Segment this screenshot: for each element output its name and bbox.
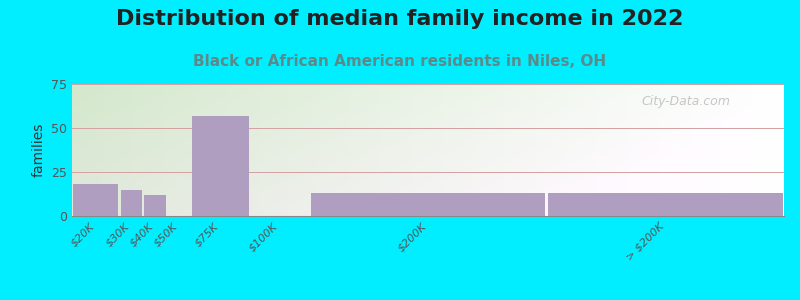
Bar: [310, 193, 546, 216]
Bar: [192, 116, 249, 216]
Bar: [121, 190, 142, 216]
Y-axis label: families: families: [31, 123, 46, 177]
Text: City-Data.com: City-Data.com: [642, 94, 730, 108]
Bar: [73, 184, 118, 216]
Bar: [144, 195, 166, 216]
Text: Distribution of median family income in 2022: Distribution of median family income in …: [116, 9, 684, 29]
Bar: [548, 193, 783, 216]
Text: Black or African American residents in Niles, OH: Black or African American residents in N…: [194, 54, 606, 69]
